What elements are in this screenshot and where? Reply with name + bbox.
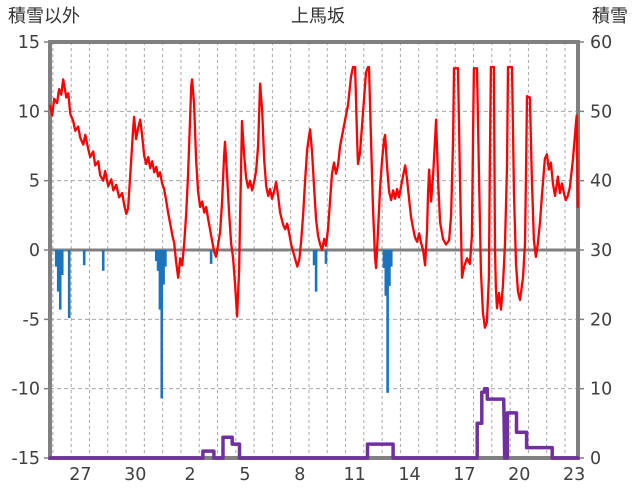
y-right-tick-label: 0 bbox=[590, 449, 601, 469]
gridlines bbox=[50, 42, 578, 458]
precip-bar bbox=[154, 250, 158, 262]
precip-bar bbox=[82, 250, 86, 266]
x-tick-label: 5 bbox=[239, 465, 250, 485]
precip-bar bbox=[54, 250, 58, 267]
y-left-tick-label: -5 bbox=[23, 310, 40, 330]
precip-bar bbox=[60, 250, 64, 275]
x-tick-label: 30 bbox=[124, 465, 146, 485]
x-tick-label: 17 bbox=[453, 465, 475, 485]
y-left-tick-label: -15 bbox=[11, 449, 40, 469]
snow-depth-line bbox=[48, 386, 580, 460]
data-series bbox=[48, 65, 580, 460]
left-axis-title: 積雪以外 bbox=[8, 6, 80, 27]
precip-bar bbox=[382, 250, 386, 269]
x-tick-label: 23 bbox=[563, 465, 585, 485]
precip-bar bbox=[209, 250, 213, 264]
x-tick-label: 20 bbox=[508, 465, 530, 485]
y-left-tick-label: 0 bbox=[29, 241, 40, 261]
x-tick-label: 11 bbox=[344, 465, 366, 485]
right-axis-title: 積雪 bbox=[592, 6, 628, 27]
precip-bar bbox=[160, 250, 164, 399]
x-tick-label: 2 bbox=[185, 465, 196, 485]
chart-title: 上馬坂 bbox=[291, 6, 345, 27]
precip-bar bbox=[324, 250, 328, 264]
x-tick-label: 14 bbox=[398, 465, 420, 485]
precip-bar bbox=[314, 250, 318, 292]
precip-bar bbox=[386, 250, 389, 393]
y-right-tick-label: 30 bbox=[590, 241, 612, 261]
precip-bar bbox=[312, 250, 316, 266]
x-tick-label: 8 bbox=[294, 465, 305, 485]
y-right-tick-label: 60 bbox=[590, 33, 612, 53]
y-right-tick-label: 40 bbox=[590, 172, 612, 192]
precip-bar bbox=[384, 250, 388, 296]
precip-bar bbox=[56, 250, 60, 292]
temperature-line bbox=[49, 65, 579, 329]
precip-bar bbox=[162, 250, 165, 285]
y-left-tick-label: 5 bbox=[29, 172, 40, 192]
y-left-tick-label: -10 bbox=[11, 380, 40, 400]
precip-bar bbox=[158, 250, 162, 310]
precip-bar bbox=[389, 250, 393, 267]
y-right-tick-label: 10 bbox=[590, 380, 612, 400]
precip-bar bbox=[101, 250, 105, 271]
y-left-tick-label: 10 bbox=[18, 102, 40, 122]
precip-bar bbox=[388, 250, 391, 287]
x-tick-label: 27 bbox=[69, 465, 91, 485]
precip-bar bbox=[164, 250, 167, 267]
y-right-tick-label: 50 bbox=[590, 102, 612, 122]
precip-bar bbox=[58, 250, 62, 310]
precip-bar bbox=[67, 250, 71, 318]
y-right-tick-label: 20 bbox=[590, 310, 612, 330]
precip-bar bbox=[156, 250, 160, 271]
y-left-tick-label: 15 bbox=[18, 33, 40, 53]
